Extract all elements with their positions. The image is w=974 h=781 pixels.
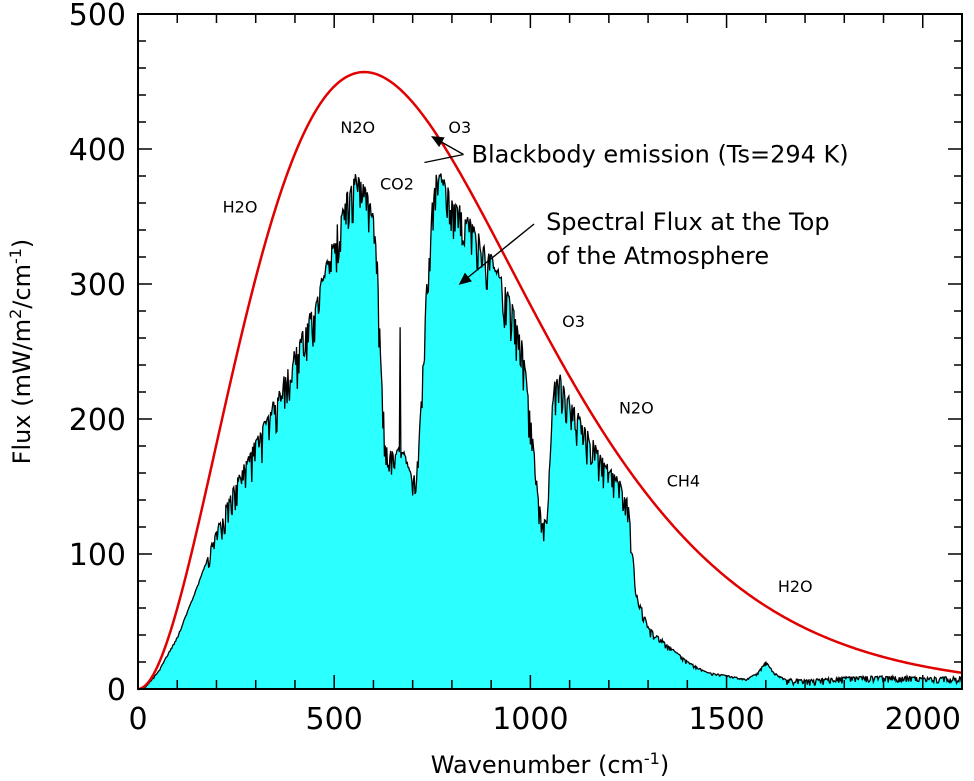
x-axis-title: Wavenumber (cm-1) bbox=[431, 749, 669, 779]
gas-label: O3 bbox=[448, 118, 471, 137]
x-tick-label: 0 bbox=[128, 702, 147, 737]
gas-label: N2O bbox=[340, 118, 375, 137]
y-tick-label: 400 bbox=[69, 133, 126, 168]
gas-label: O3 bbox=[562, 312, 585, 331]
annotation-leader-blackbody bbox=[424, 153, 464, 164]
y-tick-label: 500 bbox=[69, 0, 126, 33]
y-tick-label: 0 bbox=[107, 673, 126, 708]
y-tick-label: 300 bbox=[69, 268, 126, 303]
y-tick-label: 100 bbox=[69, 538, 126, 573]
gas-label: N2O bbox=[619, 399, 654, 418]
annotation-spectral-line1: Spectral Flux at the Top bbox=[546, 208, 830, 236]
spectral-flux-line bbox=[138, 173, 963, 690]
gas-label: CH4 bbox=[667, 472, 700, 491]
x-tick-label: 1000 bbox=[492, 702, 568, 737]
x-tick-label: 2000 bbox=[885, 702, 961, 737]
gas-label: H2O bbox=[223, 197, 258, 216]
annotation-arrow-spectral bbox=[458, 223, 535, 285]
y-tick-label: 200 bbox=[69, 403, 126, 438]
annotation-blackbody: Blackbody emission (Ts=294 K) bbox=[472, 141, 849, 169]
gas-label: CO2 bbox=[380, 175, 414, 194]
x-tick-label: 1500 bbox=[688, 702, 764, 737]
blackbody-curve bbox=[137, 70, 963, 691]
annotation-arrow-blackbody bbox=[430, 136, 464, 156]
y-axis-title: Flux (mW/m2/cm-1) bbox=[6, 239, 36, 465]
plot-frame bbox=[137, 13, 963, 690]
annotation-spectral-line2: of the Atmosphere bbox=[546, 242, 769, 270]
x-tick-label: 500 bbox=[306, 702, 363, 737]
spectral-flux-area bbox=[138, 173, 962, 689]
gas-label: H2O bbox=[778, 577, 813, 596]
